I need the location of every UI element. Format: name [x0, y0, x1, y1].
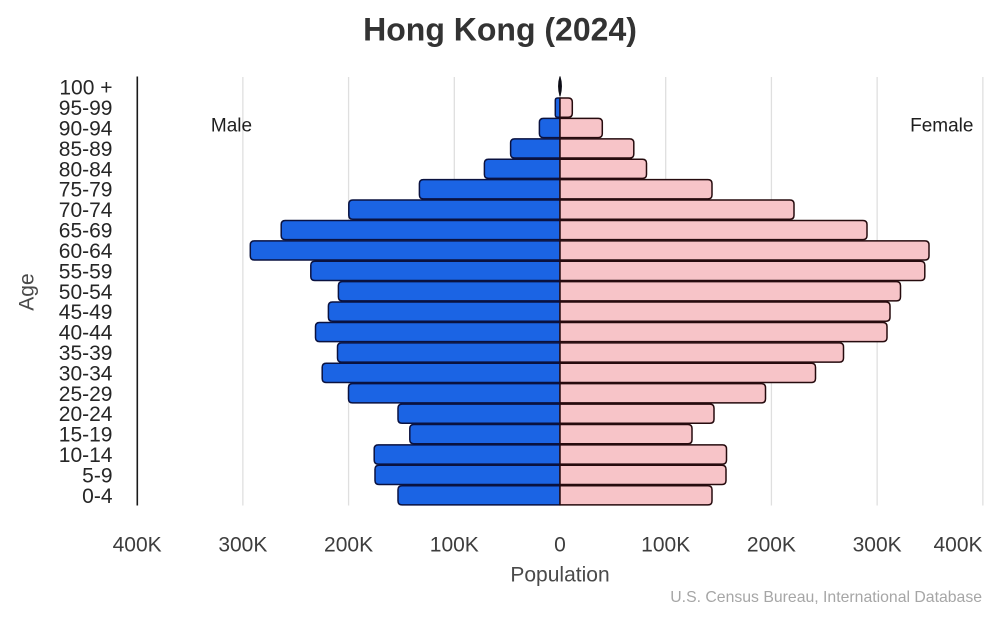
svg-text:45-49: 45-49	[59, 301, 113, 324]
svg-text:200K: 200K	[747, 534, 796, 557]
svg-text:75-79: 75-79	[59, 179, 113, 202]
svg-text:40-44: 40-44	[59, 322, 113, 345]
svg-text:25-29: 25-29	[59, 383, 113, 406]
svg-text:65-69: 65-69	[59, 220, 113, 243]
svg-text:0: 0	[554, 534, 566, 557]
svg-text:200K: 200K	[324, 534, 373, 557]
svg-text:10-14: 10-14	[59, 444, 113, 467]
svg-text:35-39: 35-39	[59, 342, 113, 365]
svg-text:80-84: 80-84	[59, 158, 113, 181]
svg-text:5-9: 5-9	[82, 464, 112, 487]
svg-text:100 +: 100 +	[59, 77, 112, 100]
svg-text:400K: 400K	[113, 534, 162, 557]
svg-text:Age: Age	[16, 273, 39, 310]
svg-text:400K: 400K	[933, 534, 982, 557]
svg-text:U.S. Census Bureau, Internatio: U.S. Census Bureau, International Databa…	[670, 589, 982, 606]
svg-text:20-24: 20-24	[59, 403, 113, 426]
svg-text:0-4: 0-4	[82, 485, 113, 508]
svg-text:300K: 300K	[218, 534, 267, 557]
svg-text:70-74: 70-74	[59, 199, 113, 222]
svg-text:95-99: 95-99	[59, 97, 113, 120]
svg-text:90-94: 90-94	[59, 118, 113, 141]
svg-text:Population: Population	[510, 564, 609, 587]
svg-text:Female: Female	[910, 116, 973, 137]
svg-text:300K: 300K	[853, 534, 902, 557]
svg-text:50-54: 50-54	[59, 281, 113, 304]
svg-text:Hong Kong (2024): Hong Kong (2024)	[363, 12, 637, 48]
svg-text:Male: Male	[211, 116, 252, 137]
svg-text:100K: 100K	[430, 534, 479, 557]
svg-text:100K: 100K	[641, 534, 690, 557]
svg-text:55-59: 55-59	[59, 260, 113, 283]
svg-text:85-89: 85-89	[59, 138, 113, 161]
svg-text:60-64: 60-64	[59, 240, 113, 263]
svg-text:30-34: 30-34	[59, 362, 113, 385]
svg-text:15-19: 15-19	[59, 424, 113, 447]
